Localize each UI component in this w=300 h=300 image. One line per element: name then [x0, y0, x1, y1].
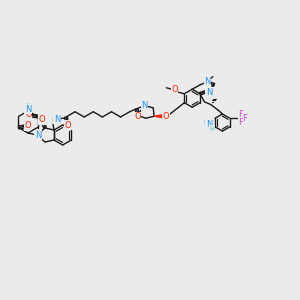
- Text: H: H: [52, 118, 56, 124]
- Text: N: N: [35, 130, 41, 140]
- Text: N: N: [54, 115, 60, 124]
- Text: F: F: [242, 114, 247, 123]
- Text: N: N: [206, 88, 212, 97]
- Text: O: O: [24, 121, 31, 130]
- Text: N: N: [142, 101, 148, 110]
- Text: O: O: [163, 112, 169, 121]
- Text: O: O: [171, 85, 178, 94]
- Text: F: F: [238, 110, 243, 119]
- Text: N: N: [142, 101, 148, 110]
- Text: H: H: [210, 126, 214, 132]
- Text: O: O: [134, 112, 141, 121]
- Text: N: N: [204, 76, 211, 85]
- Polygon shape: [154, 115, 163, 118]
- Text: O: O: [39, 116, 45, 124]
- Text: H: H: [204, 120, 208, 126]
- Text: O: O: [65, 121, 71, 130]
- Text: H: H: [26, 103, 30, 109]
- Text: N: N: [206, 120, 212, 129]
- Text: O: O: [25, 110, 32, 119]
- Text: N: N: [25, 104, 31, 113]
- Text: F: F: [238, 118, 243, 127]
